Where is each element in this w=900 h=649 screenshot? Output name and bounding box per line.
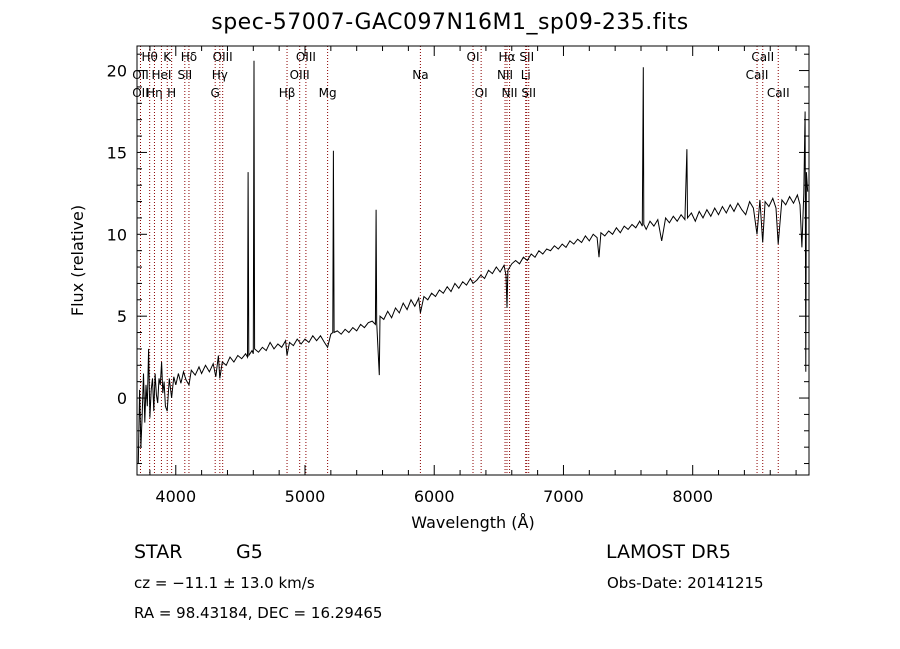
x-tick-label-5000: 5000 [285, 487, 326, 506]
y-tick-label-15: 15 [107, 143, 127, 162]
x-axis-label: Wavelength (Å) [411, 513, 534, 532]
object-subclass: G5 [236, 541, 263, 563]
line-label-11: G [211, 86, 220, 100]
spectrum-line [137, 60, 809, 464]
y-axis-label: Flux (relative) [68, 205, 87, 316]
line-label-14: OIII [296, 50, 316, 64]
line-label-0: Hθ [141, 50, 157, 64]
line-label-20: NII [497, 68, 513, 82]
y-tick-label-5: 5 [117, 307, 127, 326]
y-tick-label-10: 10 [107, 225, 127, 244]
line-label-24: SII [521, 86, 536, 100]
line-label-21: NII [502, 86, 518, 100]
obs-date-text: Obs-Date: 20141215 [607, 574, 764, 592]
y-tick-label-0: 0 [117, 389, 127, 408]
line-label-12: Hβ [279, 86, 296, 100]
chart-title: spec-57007-GAC097N16M1_sp09-235.fits [211, 10, 689, 35]
line-label-10: Hγ [212, 68, 228, 82]
line-label-19: Hα [499, 50, 516, 64]
line-label-15: Mg [319, 86, 337, 100]
velocity-text: cz = −11.1 ± 13.0 km/s [134, 574, 315, 592]
line-label-8: Hδ [181, 50, 197, 64]
line-label-23: Li [521, 68, 531, 82]
object-class: STAR [134, 541, 183, 563]
line-label-7: SII [177, 68, 192, 82]
line-label-16: Na [412, 68, 428, 82]
x-tick-label-8000: 8000 [672, 487, 713, 506]
plot-frame [136, 45, 810, 476]
line-label-18: OI [475, 86, 488, 100]
survey-name: LAMOST DR5 [606, 541, 731, 563]
y-tick-label-20: 20 [107, 62, 127, 81]
line-label-9: OIII [213, 50, 233, 64]
line-label-6: H [167, 86, 176, 100]
x-tick-label-7000: 7000 [543, 487, 584, 506]
line-label-2: OII [132, 86, 149, 100]
line-label-13: OIII [290, 68, 310, 82]
radec-text: RA = 98.43184, DEC = 16.29465 [134, 604, 383, 622]
line-label-17: OI [467, 50, 480, 64]
line-label-27: CaII [767, 86, 790, 100]
line-label-3: Hη [146, 86, 163, 100]
line-label-25: CaII [751, 50, 774, 64]
line-label-5: K [163, 50, 172, 64]
x-tick-label-4000: 4000 [155, 487, 196, 506]
line-label-4: HeI [151, 68, 171, 82]
x-tick-label-6000: 6000 [414, 487, 455, 506]
line-label-26: CaII [746, 68, 769, 82]
line-label-22: SII [519, 50, 534, 64]
line-label-1: OII [132, 68, 149, 82]
